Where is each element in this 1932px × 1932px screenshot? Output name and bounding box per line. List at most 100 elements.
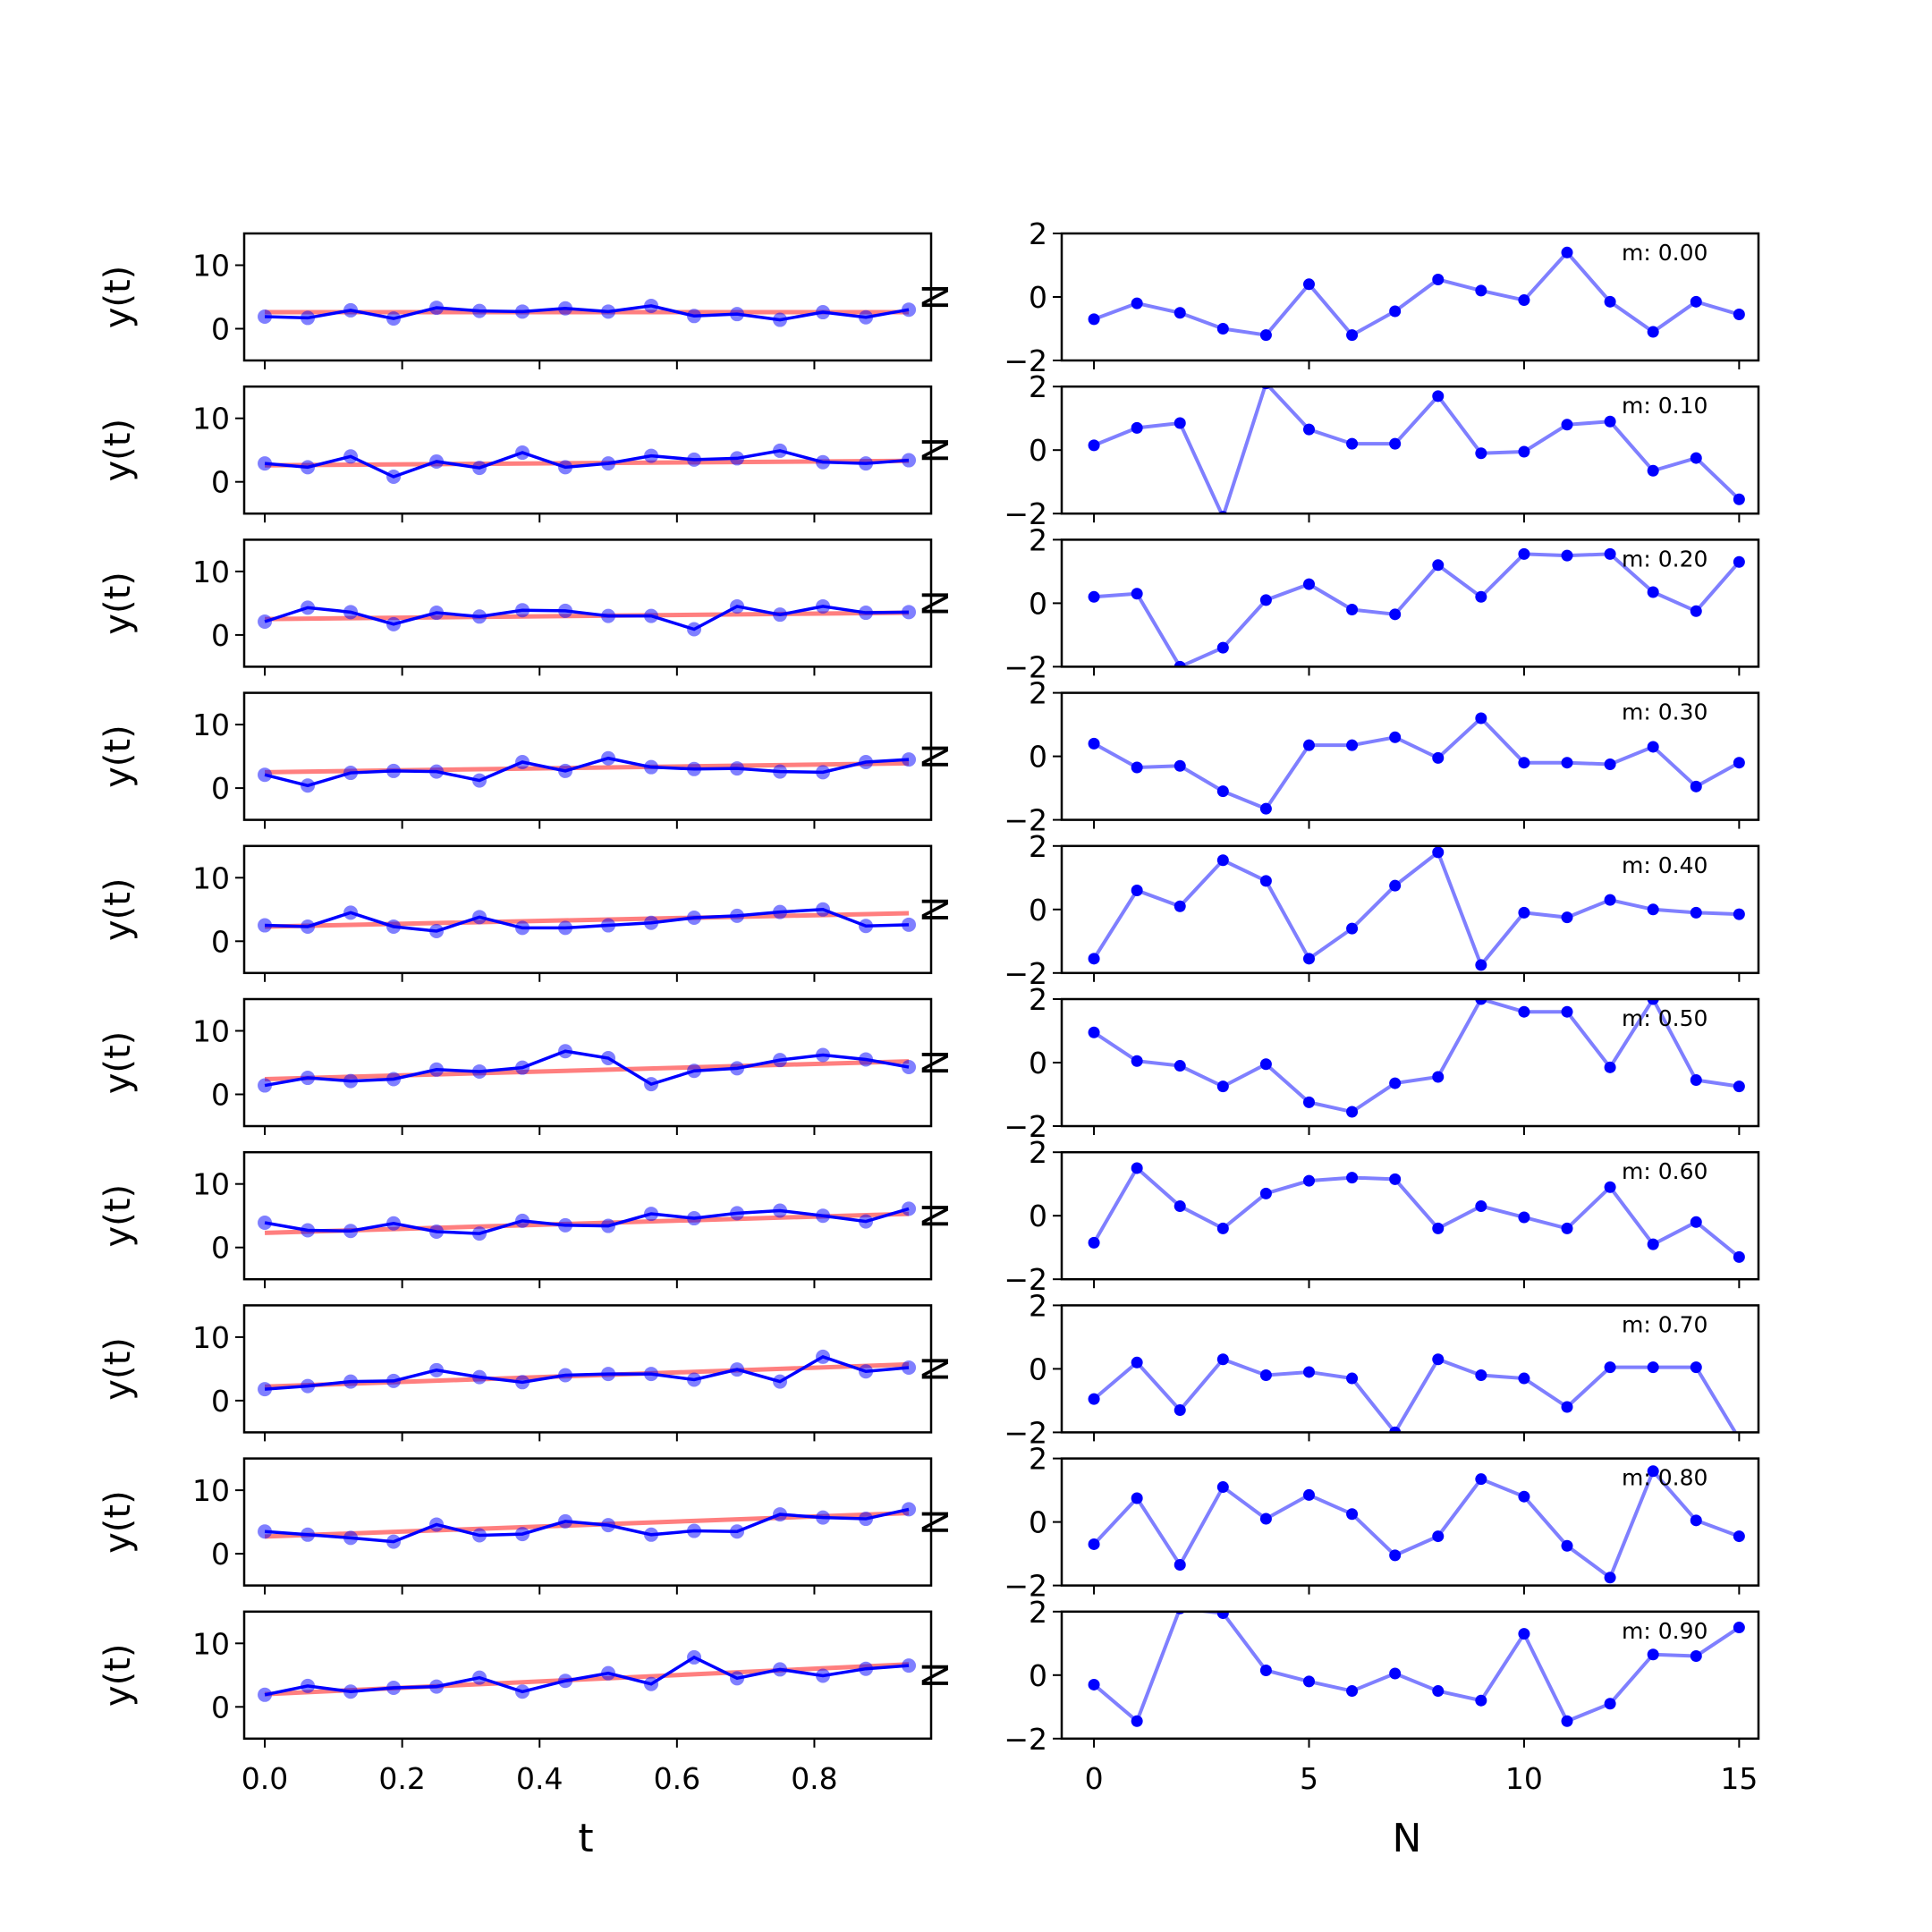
data-point: [258, 1524, 273, 1539]
series-point: [1088, 439, 1100, 452]
data-point: [644, 1527, 659, 1542]
series-point: [1432, 273, 1445, 285]
data-point: [343, 905, 359, 920]
series-line: [1092, 849, 1740, 969]
data-point: [343, 1224, 359, 1239]
series-point: [1604, 547, 1616, 560]
left-subplot-2: 0 10 y(t): [97, 538, 933, 676]
series-point: [1432, 1530, 1445, 1543]
data-point: [258, 1687, 273, 1702]
series-line: [1092, 1357, 1738, 1433]
data-point: [429, 1362, 445, 1377]
axes-frame: [242, 232, 933, 362]
series-point: [1733, 1250, 1745, 1263]
right-plot-area: [1088, 547, 1745, 667]
data-point: [859, 456, 874, 471]
data-point: [343, 1684, 359, 1699]
series-point: [1604, 894, 1616, 906]
data-point: [601, 1665, 616, 1681]
series-point: [1346, 1106, 1359, 1118]
data-line: [264, 449, 910, 479]
x-tick-label: 0.4: [516, 1761, 563, 1796]
series-point: [1174, 1404, 1186, 1417]
y-tick-label: 2: [1029, 1442, 1047, 1477]
data-point: [301, 1378, 316, 1394]
series-point: [1302, 1488, 1315, 1501]
x-tick-label: 0.2: [378, 1761, 425, 1796]
series-point: [1518, 1372, 1530, 1385]
series-point: [1518, 445, 1530, 458]
data-point: [301, 778, 316, 793]
y-tick-label: −2: [1004, 803, 1047, 838]
y-axis-label: y(t): [97, 1337, 139, 1401]
y-tick-label: 0: [1029, 740, 1047, 775]
y-axis-label: N: [916, 1202, 957, 1229]
data-point: [816, 1510, 831, 1525]
data-point: [730, 1061, 745, 1076]
left-subplot-6: 0 10 y(t): [97, 1150, 933, 1289]
series-point: [1131, 761, 1143, 774]
y-tick-label: 10: [192, 1167, 230, 1202]
y-tick-label: 0: [1029, 1352, 1047, 1386]
y-tick-label: 0: [211, 1690, 230, 1724]
y-tick-label: 2: [1029, 522, 1047, 557]
data-point: [429, 301, 445, 316]
series-point: [1174, 307, 1186, 319]
series-point: [1389, 879, 1402, 892]
data-point: [859, 606, 874, 621]
data-point: [515, 1213, 530, 1228]
series-point: [1174, 417, 1186, 429]
left-subplot-5: 0 10 y(t): [97, 997, 933, 1135]
left-plot-area: [258, 298, 917, 327]
series-point: [1733, 1080, 1745, 1093]
series-point: [1432, 846, 1445, 859]
data-point: [601, 1051, 616, 1066]
series-point: [1389, 1426, 1402, 1433]
series-line: [1093, 250, 1740, 338]
series-point: [1690, 1650, 1702, 1662]
series-point: [1302, 1174, 1315, 1187]
y-tick-label: 0: [1029, 893, 1047, 928]
slope-annotation: m: 0.20: [1622, 546, 1707, 572]
y-tick-label: 0: [1029, 1046, 1047, 1080]
y-tick-label: 0: [1029, 586, 1047, 621]
data-point: [301, 1223, 316, 1238]
data-point: [601, 750, 616, 766]
data-point: [258, 1078, 273, 1093]
series-point: [1518, 1628, 1530, 1640]
x-tick-label: 0.8: [791, 1761, 837, 1796]
data-point: [773, 1053, 788, 1068]
series-point: [1131, 1055, 1143, 1067]
data-point: [343, 449, 359, 464]
y-tick-label: −2: [1004, 1569, 1047, 1604]
series-point: [1346, 922, 1359, 935]
y-tick-label: 0: [211, 1537, 230, 1572]
y-tick-label: 2: [1029, 1288, 1047, 1323]
series-point: [1088, 953, 1100, 965]
data-point: [730, 761, 745, 776]
series-point: [1346, 1172, 1359, 1184]
series-point: [1647, 999, 1659, 1005]
left-subplot-3: 0 10 y(t): [97, 691, 933, 829]
series-point: [1088, 313, 1100, 326]
series-point: [1475, 1200, 1487, 1213]
series-point: [1088, 590, 1100, 603]
data-point: [386, 1373, 402, 1388]
data-point: [558, 1368, 573, 1383]
series-point: [1216, 1481, 1229, 1494]
data-point: [730, 598, 745, 614]
data-point: [558, 1674, 573, 1689]
data-point: [644, 1367, 659, 1382]
left-panel-column: 0 10 y(t) 0 10 y(t) 0 10 y(t) 0 10 y(t) 0 10 y(t) 0 10 y(…: [97, 232, 933, 1796]
series-point: [1690, 1074, 1702, 1087]
data-point: [773, 764, 788, 779]
series-line: [1093, 716, 1741, 811]
series-point: [1088, 1026, 1100, 1038]
series-point: [1690, 295, 1702, 308]
data-point: [902, 1502, 917, 1517]
data-point: [644, 298, 659, 313]
y-tick-label: 2: [1029, 829, 1047, 864]
right-subplot-1: m: 0.10 2 0 −2 N: [916, 369, 1760, 531]
slope-annotation: m: 0.90: [1622, 1618, 1707, 1644]
data-point: [386, 919, 402, 934]
